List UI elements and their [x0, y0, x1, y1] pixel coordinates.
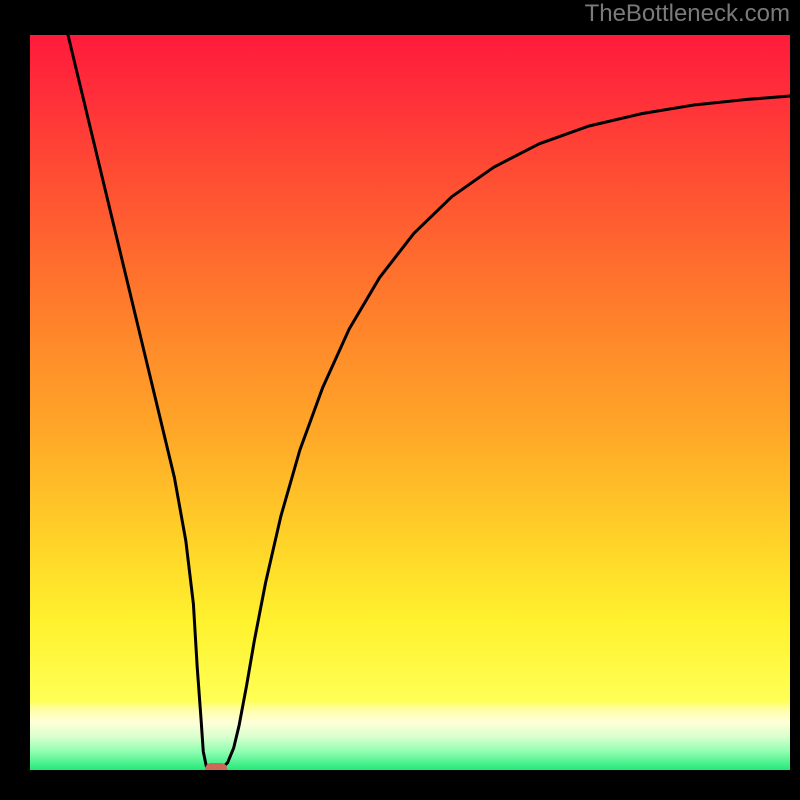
bottleneck-marker — [205, 763, 227, 770]
watermark-text: TheBottleneck.com — [585, 0, 790, 28]
gradient-background — [30, 35, 790, 770]
plot-area — [30, 35, 790, 770]
chart-frame: TheBottleneck.com — [0, 0, 800, 800]
